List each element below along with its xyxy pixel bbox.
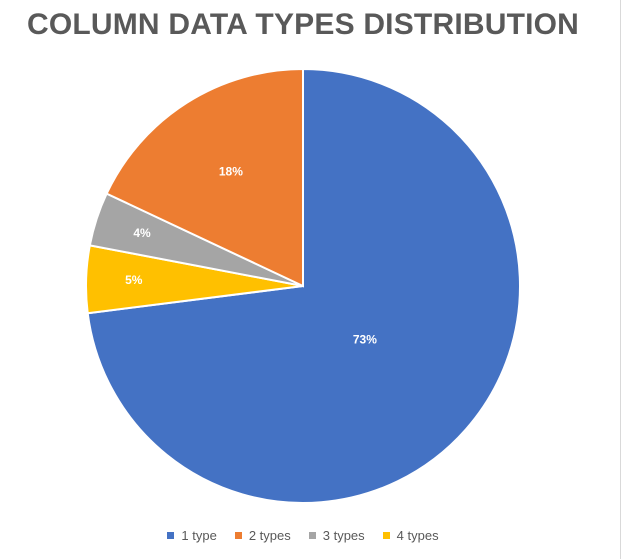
legend-item-4-types: 4 types [382,528,439,543]
pie-labels: 73% 5% 4% 18% [125,165,377,347]
pie-label-2-types: 18% [219,165,243,179]
legend-swatch-3-types [308,532,316,539]
legend-label-4-types: 4 types [396,528,439,543]
legend-swatch-1-type [167,532,175,539]
pie-slice-2-types [105,67,304,288]
pie-chart: 73% 5% 4% 18% [85,67,521,504]
legend-label-3-types: 3 types [322,528,365,543]
legend-item-1-type: 1 type [167,528,217,543]
legend-swatch-4-types [382,532,390,539]
pie-slices [85,67,521,504]
legend-label-1-type: 1 type [181,528,217,543]
legend-label-2-types: 2 types [248,528,291,543]
pie-label-4-types: 5% [125,273,143,287]
pie-label-1-type: 73% [353,333,377,347]
chart-title: COLUMN DATA TYPES DISTRIBUTION [26,8,580,41]
pie-label-3-types: 4% [133,226,151,240]
legend-swatch-2-types [234,532,242,539]
legend-item-3-types: 3 types [308,528,365,543]
chart-legend: 1 type 2 types 3 types 4 types [0,528,606,543]
legend-item-2-types: 2 types [234,528,291,543]
